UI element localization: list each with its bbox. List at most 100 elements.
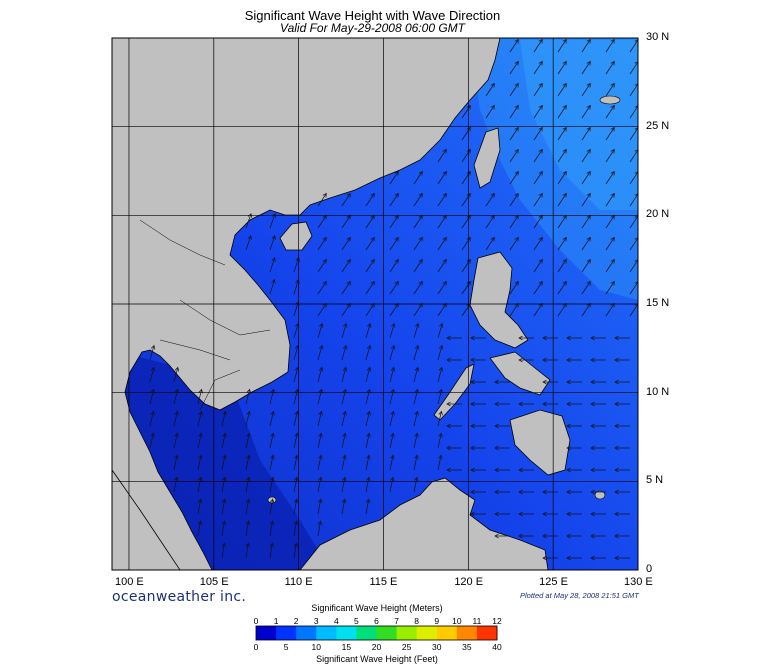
wave-arrow xyxy=(461,126,471,141)
wave-arrow xyxy=(629,281,638,295)
wave-arrow xyxy=(149,344,156,361)
wave-arrow xyxy=(509,302,519,317)
country-border xyxy=(139,219,271,411)
wave-arrow xyxy=(518,401,534,407)
wave-arrow xyxy=(590,423,606,429)
wave-arrow xyxy=(437,192,447,207)
map-title: Significant Wave Height with Wave Direct… xyxy=(244,8,501,23)
wave-arrow xyxy=(509,170,519,185)
map-subtitle: Valid For May-29-2008 06:00 GMT xyxy=(280,21,465,35)
wave-arrow xyxy=(413,432,419,449)
wave-arrow xyxy=(173,366,180,383)
wave-arrow xyxy=(197,476,203,493)
wave-arrow xyxy=(509,38,519,53)
wave-arrow xyxy=(581,60,591,75)
wave-arrow xyxy=(614,335,630,341)
wave-arrow xyxy=(557,126,567,141)
wave-arrow xyxy=(581,38,591,53)
wave-arrow xyxy=(518,335,534,341)
wave-arrow xyxy=(269,410,275,427)
wave-arrow xyxy=(293,476,299,493)
wave-arrow xyxy=(293,542,299,559)
plotted-timestamp: Plotted at May 28, 2008 21:51 GMT xyxy=(520,591,639,600)
wave-arrow xyxy=(485,192,495,207)
wave-arrow xyxy=(269,257,276,273)
wave-arrow xyxy=(413,236,423,251)
wave-arrow xyxy=(605,280,615,295)
wave-arrow xyxy=(557,148,567,163)
wave-arrow xyxy=(533,170,543,185)
wave-arrow xyxy=(317,258,327,273)
wave-arrow xyxy=(197,388,203,405)
wave-arrow xyxy=(413,258,423,273)
wave-arrow xyxy=(494,423,510,429)
wave-arrow xyxy=(590,445,606,451)
wave-arrow xyxy=(389,344,396,361)
scale-meters-tick: 4 xyxy=(333,616,339,626)
wave-arrow xyxy=(365,366,372,383)
map-frame xyxy=(111,37,639,571)
wave-arrow xyxy=(566,401,582,407)
wave-arrow xyxy=(629,105,638,119)
wave-arrow xyxy=(509,148,519,163)
wave-arrow xyxy=(341,498,347,515)
wave-arrow xyxy=(566,555,582,561)
wave-arrow xyxy=(437,322,444,339)
wave-arrow xyxy=(614,511,630,517)
wave-arrow xyxy=(566,423,582,429)
wave-arrow xyxy=(518,467,534,473)
wave-arrow xyxy=(605,82,615,97)
wave-arrow xyxy=(173,476,179,493)
wave-arrow xyxy=(629,83,638,97)
wave-arrow xyxy=(437,170,447,185)
wave-arrow xyxy=(581,302,591,317)
wave-arrow xyxy=(389,476,395,493)
wave-arrow xyxy=(365,454,371,471)
wave-arrow xyxy=(437,432,443,449)
lat-label: 30 N xyxy=(646,31,670,43)
scale-feet-tick: 5 xyxy=(283,642,289,652)
wave-arrow xyxy=(614,467,630,473)
wave-arrow xyxy=(341,322,348,339)
visayas-islands xyxy=(489,351,551,396)
wave-arrow xyxy=(614,423,630,429)
wave-arrow xyxy=(542,489,558,495)
wave-arrow xyxy=(173,454,179,471)
wave-arrow xyxy=(629,259,638,273)
wave-arrow xyxy=(293,388,299,405)
wave-arrow xyxy=(389,366,396,383)
wave-arrow xyxy=(518,533,534,539)
scale-feet-label: Significant Wave Height (Feet) xyxy=(316,654,438,664)
wave-arrow xyxy=(494,489,510,495)
wave-arrow xyxy=(365,280,375,295)
wave-arrow xyxy=(173,410,179,427)
lat-label: 10 N xyxy=(646,385,670,398)
scale-color-swatch xyxy=(416,626,438,640)
wave-arrow xyxy=(581,192,591,207)
wave-arrow xyxy=(365,192,375,207)
wave-arrow xyxy=(293,432,299,449)
lon-label: 130 E xyxy=(624,576,653,588)
wave-arrow xyxy=(269,388,275,405)
wave-arrow xyxy=(293,498,299,515)
wave-arrow xyxy=(629,171,638,185)
wave-arrow xyxy=(317,366,324,383)
wave-arrow xyxy=(245,542,251,559)
wave-arrow xyxy=(293,454,299,471)
wave-arrow xyxy=(389,322,396,339)
wave-arrow xyxy=(494,533,510,539)
wave-arrow xyxy=(605,302,615,317)
wave-arrow xyxy=(341,388,347,405)
wave-arrow xyxy=(317,410,323,427)
wave-arrow xyxy=(470,489,486,495)
lon-label: 105 E xyxy=(199,576,229,588)
wave-arrow xyxy=(485,82,495,97)
wave-arrow xyxy=(614,445,630,451)
wave-arrow xyxy=(533,302,543,317)
wave-arrow xyxy=(590,379,606,385)
scale-meters-tick: 3 xyxy=(313,616,319,626)
wave-arrow xyxy=(518,489,534,495)
wave-arrow xyxy=(317,498,323,515)
wave-arrow xyxy=(542,357,558,363)
wave-arrow xyxy=(557,104,567,119)
